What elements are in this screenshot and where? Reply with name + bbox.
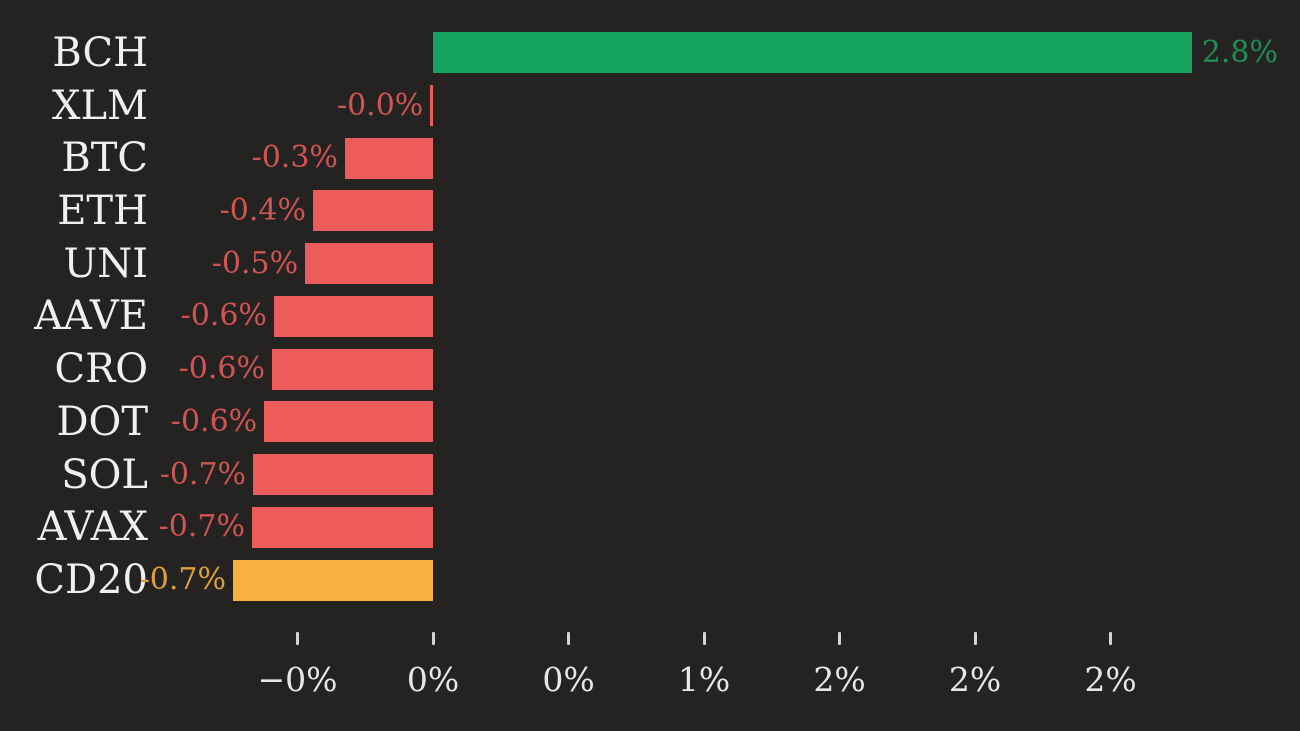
bar-bch [433,32,1192,74]
x-axis-tick-label: 1% [677,660,731,699]
x-axis-tick-label: 0% [406,660,460,699]
category-label-sol: SOL [61,451,148,498]
bar-cd20 [233,559,433,601]
x-axis-tick-mark [431,632,435,645]
bar-btc [344,137,433,179]
bar-dot [264,401,433,443]
x-axis-tick-mark [296,632,299,645]
value-label-sol: -0.7% [159,456,247,492]
bar-avax [251,506,433,548]
x-axis-tick-label: 0% [542,660,595,699]
x-axis-tick-mark [838,632,841,645]
value-label-xlm: -0.0% [336,87,424,123]
x-axis-tick-mark [1109,632,1112,645]
value-label-uni: -0.5% [211,245,299,281]
category-label-btc: BTC [61,135,148,182]
category-label-xlm: XLM [52,82,148,129]
x-axis-tick-label: 2% [948,660,1002,699]
value-label-btc: -0.3% [251,140,338,176]
value-label-cd20: -0.7% [139,562,227,597]
bar-xlm [430,85,433,127]
category-label-dot: DOT [56,398,148,445]
x-axis-tick-mark [702,632,706,645]
value-label-dot: -0.6% [170,403,258,439]
x-axis-tick-label: 2% [1084,660,1137,699]
x-axis-tick-label: 2% [813,660,866,699]
category-label-aave: AAVE [34,293,148,340]
value-label-cro: -0.6% [178,351,266,387]
bar-eth [312,190,433,232]
value-label-avax: -0.7% [158,509,245,545]
value-label-aave: -0.6% [180,298,267,334]
category-label-uni: UNI [63,240,148,287]
bar-uni [305,243,433,285]
value-label-eth: -0.4% [219,192,306,228]
bar-aave [273,295,433,337]
category-label-bch: BCH [52,29,148,76]
category-label-eth: ETH [57,187,148,234]
value-label-bch: 2.8% [1201,34,1279,70]
category-label-cd20: CD20 [34,557,148,603]
category-label-cro: CRO [54,346,148,393]
x-axis-tick-mark [567,632,570,645]
x-axis-tick-mark [973,632,977,645]
category-label-avax: AVAX [37,504,148,551]
bar-sol [253,454,433,496]
x-axis-tick-label: −0% [257,660,338,699]
bar-cro [272,348,433,390]
